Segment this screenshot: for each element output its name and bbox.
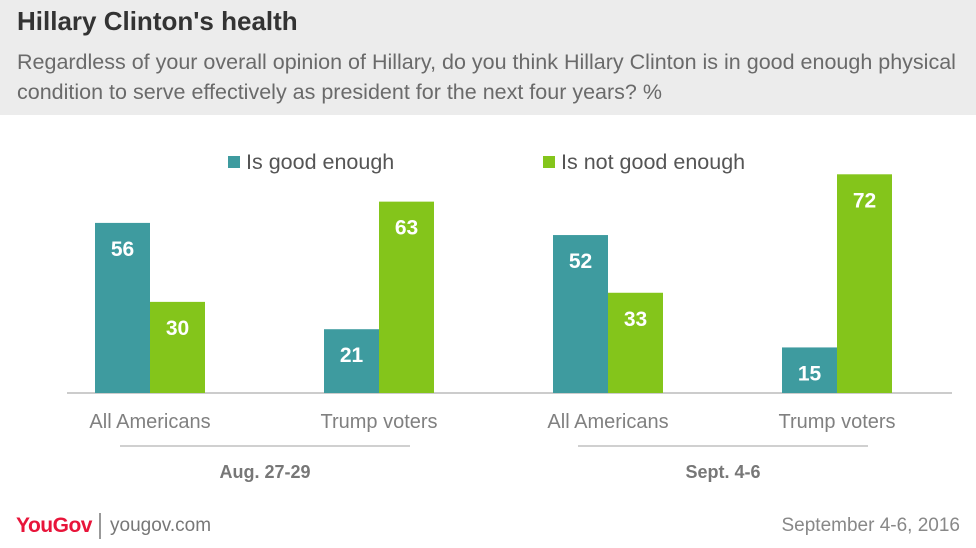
- category-label: All Americans: [89, 411, 210, 433]
- header-band: Hillary Clinton's health Regardless of y…: [0, 0, 976, 115]
- group-label: Aug. 27-29: [219, 462, 310, 482]
- chart-subtitle: Regardless of your overall opinion of Hi…: [17, 50, 956, 104]
- legend-label-good-enough: Is good enough: [246, 149, 395, 174]
- bar-good-enough-3: [782, 347, 837, 393]
- bar-value-label: 15: [798, 362, 822, 385]
- bar-value-label: 30: [166, 317, 189, 340]
- legend-label-not-good-enough: Is not good enough: [561, 149, 746, 174]
- bar-value-label: 33: [624, 308, 647, 331]
- bar-value-label: 56: [111, 238, 134, 261]
- footer-date: September 4-6, 2016: [781, 515, 960, 536]
- legend-swatch-not-good-enough: [543, 156, 555, 168]
- yougov-logo: YouGov: [16, 514, 92, 537]
- bar-value-label: 72: [853, 189, 876, 212]
- bar-good-enough-0: [95, 222, 150, 393]
- footer-divider: [99, 513, 101, 539]
- bar-value-label: 63: [395, 217, 418, 240]
- bar-good-enough-2: [553, 235, 608, 393]
- bar-value-label: 21: [340, 344, 364, 367]
- bar-good-enough-1: [324, 329, 379, 393]
- chart-title: Hillary Clinton's health: [17, 6, 298, 36]
- category-label: All Americans: [547, 411, 668, 433]
- bar-not-good-enough-2: [608, 292, 663, 393]
- group-label: Sept. 4-6: [685, 462, 760, 482]
- category-label: Trump voters: [778, 411, 895, 433]
- bar-not-good-enough-1: [379, 201, 434, 393]
- bar-not-good-enough-0: [150, 301, 205, 393]
- footer-site: yougov.com: [110, 515, 212, 536]
- category-label: Trump voters: [320, 411, 437, 433]
- legend-item-not-good-enough: Is not good enough: [543, 150, 745, 174]
- bar-value-label: 52: [569, 250, 592, 273]
- bar-not-good-enough-3: [837, 174, 892, 393]
- legend-swatch-good-enough: [228, 156, 240, 168]
- legend-item-good-enough: Is good enough: [228, 150, 394, 174]
